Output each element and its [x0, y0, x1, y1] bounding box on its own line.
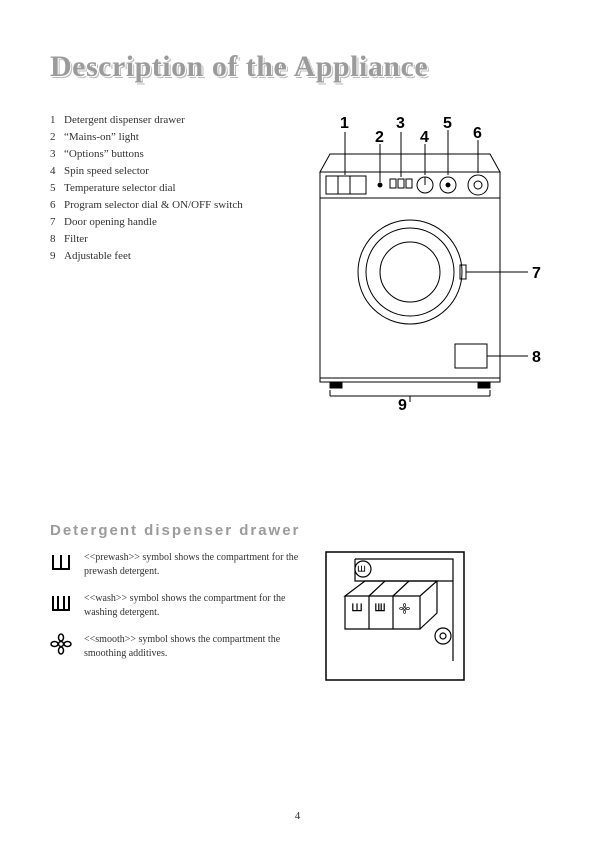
legend-label: Program selector dial & ON/OFF switch: [64, 197, 243, 214]
legend-row: 1Detergent dispenser drawer: [50, 112, 280, 129]
legend-row: 5Temperature selector dial: [50, 180, 280, 197]
symbol-text: <<smooth>> symbol shows the compartment …: [84, 633, 300, 660]
symbol-text: <<wash>> symbol shows the compartment fo…: [84, 592, 300, 619]
legend-label: Spin speed selector: [64, 163, 149, 180]
legend-label: Adjustable feet: [64, 248, 131, 265]
legend-row: 8Filter: [50, 231, 280, 248]
page-title: Description of the Appliance: [50, 50, 555, 84]
symbol-list: <<prewash>> symbol shows the compartment…: [50, 551, 300, 681]
legend-num: 1: [50, 112, 64, 129]
legend-label: Filter: [64, 231, 88, 248]
callout-1: 1: [340, 115, 349, 132]
upper-section: 1Detergent dispenser drawer 2“Mains-on” …: [50, 112, 555, 412]
appliance-diagram: 1 2 3 4 5 6 7 8 9: [290, 112, 555, 412]
legend-label: “Mains-on” light: [64, 129, 139, 146]
washing-machine-svg: 1 2 3 4 5 6 7 8 9: [290, 112, 555, 412]
symbol-row: <<wash>> symbol shows the compartment fo…: [50, 592, 300, 619]
legend-row: 2“Mains-on” light: [50, 129, 280, 146]
wash-icon: [50, 592, 72, 614]
legend-num: 5: [50, 180, 64, 197]
legend-num: 8: [50, 231, 64, 248]
legend-num: 6: [50, 197, 64, 214]
symbol-row: <<prewash>> symbol shows the compartment…: [50, 551, 300, 578]
legend-label: Temperature selector dial: [64, 180, 176, 197]
section-title-drawer: Detergent dispenser drawer: [50, 522, 555, 539]
legend-num: 3: [50, 146, 64, 163]
parts-legend: 1Detergent dispenser drawer 2“Mains-on” …: [50, 112, 280, 412]
callout-5: 5: [443, 115, 452, 132]
callout-2: 2: [375, 129, 384, 146]
lower-section: <<prewash>> symbol shows the compartment…: [50, 551, 555, 681]
legend-num: 2: [50, 129, 64, 146]
legend-row: 3“Options” buttons: [50, 146, 280, 163]
callout-6: 6: [473, 125, 482, 142]
legend-row: 9Adjustable feet: [50, 248, 280, 265]
symbol-text: <<prewash>> symbol shows the compartment…: [84, 551, 300, 578]
legend-num: 9: [50, 248, 64, 265]
legend-row: 4Spin speed selector: [50, 163, 280, 180]
legend-num: 4: [50, 163, 64, 180]
callout-7: 7: [532, 265, 541, 282]
legend-row: 6Program selector dial & ON/OFF switch: [50, 197, 280, 214]
smooth-icon: [50, 633, 72, 655]
callout-8: 8: [532, 349, 541, 366]
page-number: 4: [0, 810, 595, 822]
legend-label: Detergent dispenser drawer: [64, 112, 185, 129]
legend-row: 7Door opening handle: [50, 214, 280, 231]
drawer-diagram: [325, 551, 465, 681]
prewash-icon: [50, 551, 72, 573]
callout-9: 9: [398, 397, 407, 412]
symbol-row: <<smooth>> symbol shows the compartment …: [50, 633, 300, 660]
callout-4: 4: [420, 129, 429, 146]
legend-label: Door opening handle: [64, 214, 157, 231]
callout-3: 3: [396, 115, 405, 132]
legend-label: “Options” buttons: [64, 146, 144, 163]
legend-num: 7: [50, 214, 64, 231]
